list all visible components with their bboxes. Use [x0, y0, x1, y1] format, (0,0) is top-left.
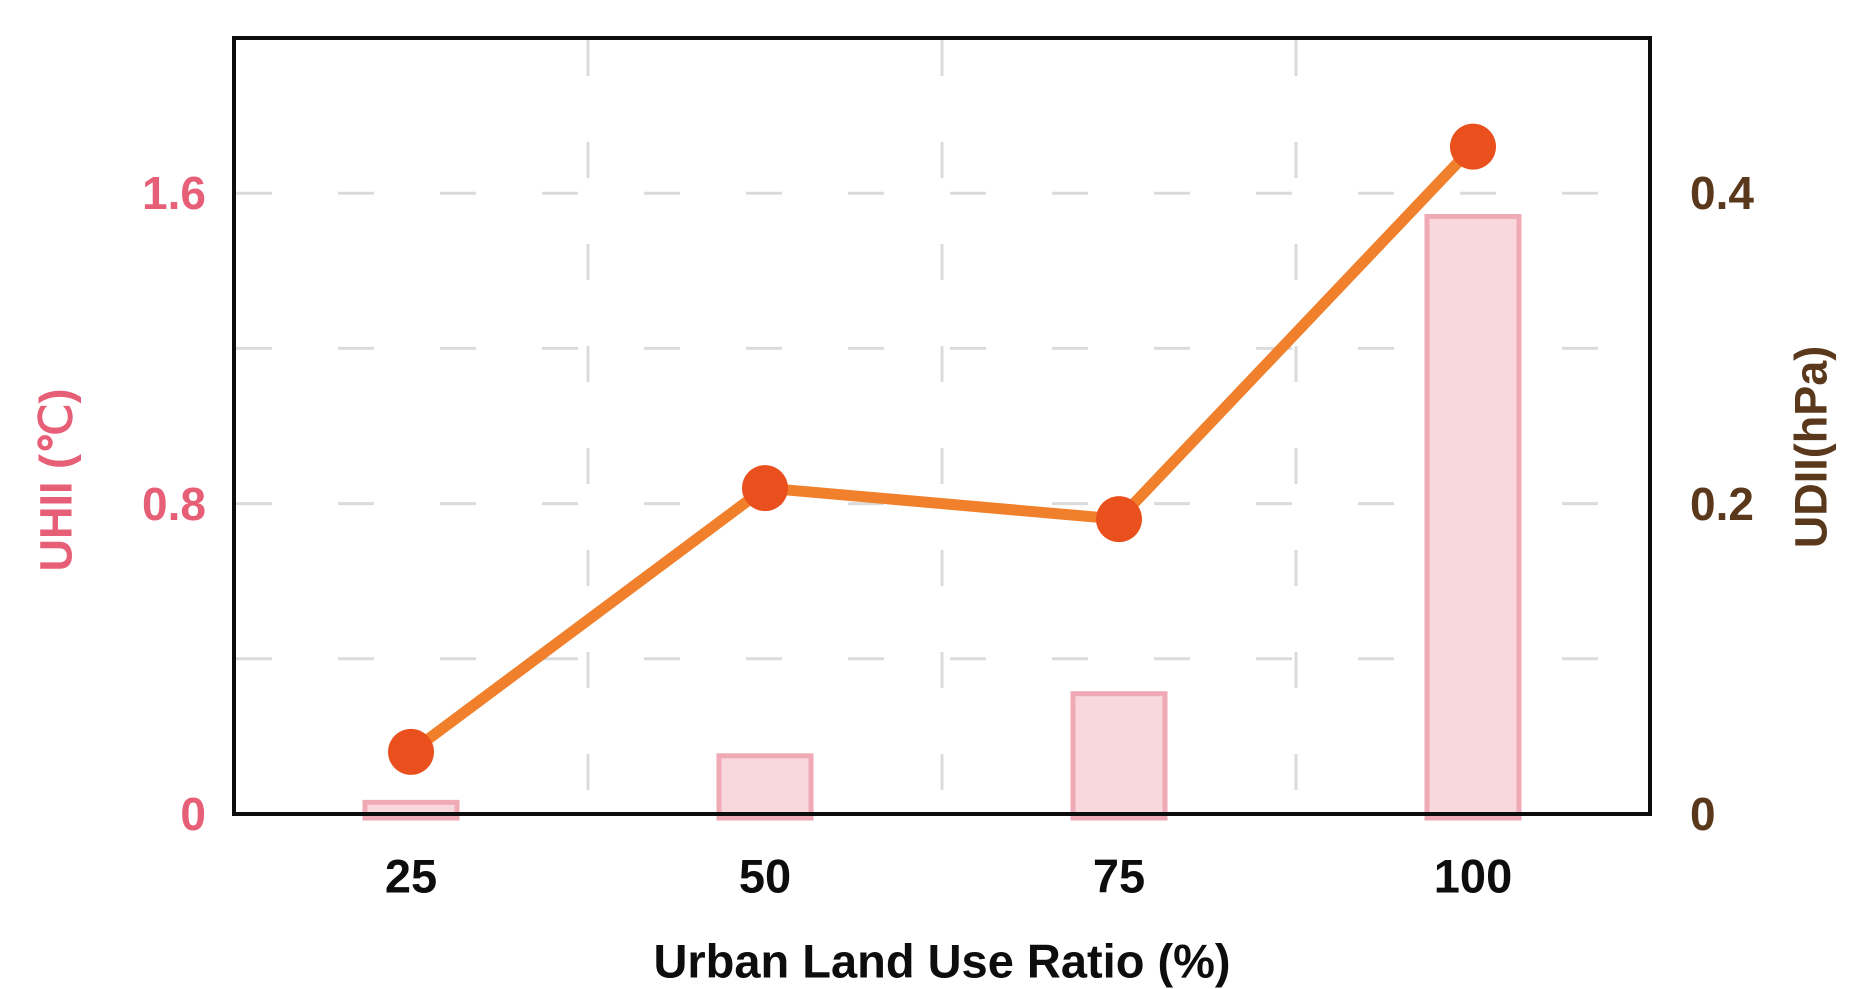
x-axis-title: Urban Land Use Ratio (%) [653, 934, 1231, 988]
udii-marker [1450, 123, 1496, 170]
right-axis-tick-label: 0.2 [1690, 477, 1754, 530]
left-axis-tick-label: 0 [180, 788, 206, 840]
left-axis-tick-label: 1.6 [142, 167, 206, 220]
left-axis-title: UHII (℃) [30, 388, 82, 572]
x-axis-tick-label: 25 [384, 849, 438, 903]
udii-marker [1096, 496, 1142, 543]
udii-marker [742, 465, 788, 512]
right-axis-tick-label: 0.4 [1690, 167, 1754, 220]
bar-uhii [1424, 213, 1522, 821]
right-axis-tick-label: 0 [1690, 788, 1716, 840]
udii-marker [388, 728, 434, 775]
udii-line [405, 141, 1479, 758]
x-axis-tick-label: 50 [738, 849, 792, 903]
left-axis-tick-label: 0.8 [142, 477, 206, 530]
bar-uhii [1070, 691, 1168, 821]
plot-frame [232, 36, 1652, 816]
x-axis-tick-label: 100 [1433, 849, 1513, 903]
right-axis-title: UDII(hPa) [1785, 345, 1837, 549]
x-axis-tick-label: 75 [1092, 849, 1146, 903]
bar-uhii [716, 753, 814, 821]
